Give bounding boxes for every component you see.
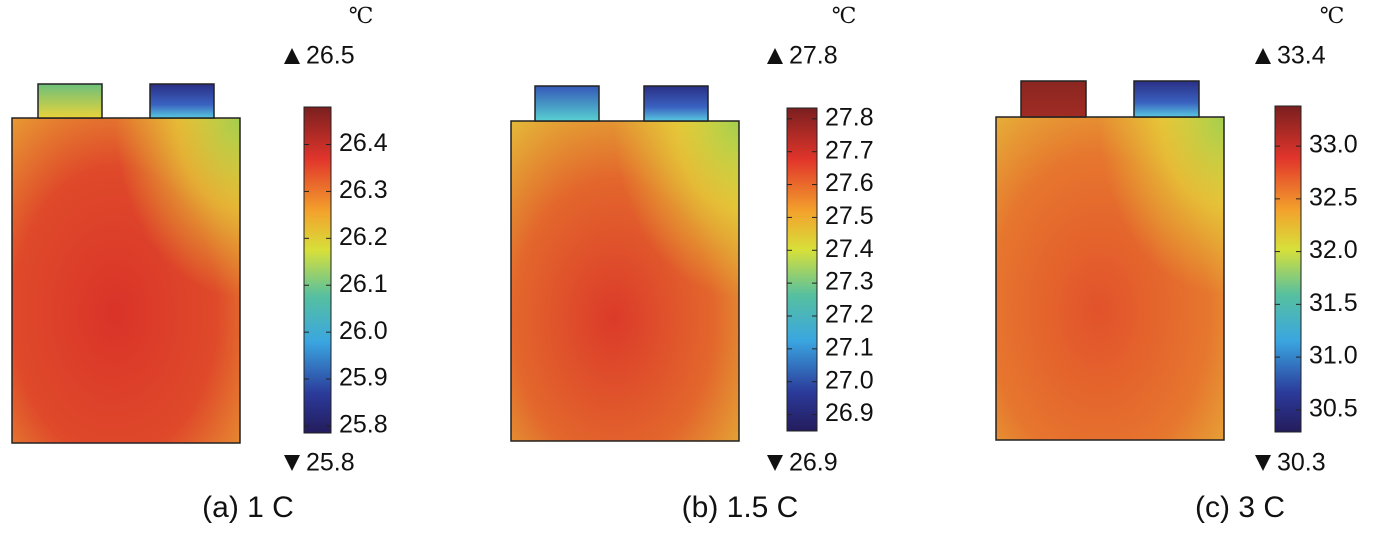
tab-left: [534, 85, 600, 122]
tick-label: 26.2: [339, 223, 388, 251]
colorbar: [303, 106, 332, 434]
tick-label: 27.8: [825, 103, 874, 131]
colorbar: [786, 107, 818, 432]
unit: ℃: [1320, 4, 1345, 29]
cell-gradient: [510, 120, 740, 442]
cell-gradient: [11, 117, 241, 444]
tab-right: [149, 83, 215, 119]
tick-label: 27.0: [825, 366, 874, 394]
tick-label: 26.0: [339, 317, 388, 345]
unit: ℃: [349, 4, 374, 29]
max-marker: [767, 48, 783, 64]
tick-label: 33.0: [1309, 131, 1358, 159]
cell-gradient: [995, 116, 1225, 441]
tick-label: 25.9: [339, 364, 388, 392]
tick-label: 26.9: [825, 399, 874, 427]
tick-label: 26.3: [339, 176, 388, 204]
tick-label: 27.4: [825, 235, 874, 263]
tick-label: 32.0: [1309, 236, 1358, 264]
tick-label: 27.1: [825, 333, 874, 361]
tick-label: 27.5: [825, 202, 874, 230]
min-value: 30.3: [1277, 449, 1326, 477]
caption: (b) 1.5 C: [682, 491, 799, 524]
tab-right: [643, 85, 709, 122]
tick-label: 27.3: [825, 268, 874, 296]
caption: (a) 1 C: [202, 491, 294, 524]
min-marker: [1255, 455, 1271, 471]
tick-label: 27.6: [825, 169, 874, 197]
tab-left: [1020, 80, 1087, 118]
max-value: 33.4: [1277, 42, 1326, 70]
tick-label: 27.2: [825, 301, 874, 329]
min-marker: [767, 455, 783, 471]
tick-label: 31.0: [1309, 342, 1358, 370]
tick-label: 31.5: [1309, 289, 1358, 317]
tick-label: 27.7: [825, 136, 874, 164]
max-marker: [284, 48, 300, 64]
tab-right: [1133, 80, 1200, 118]
tick-label: 32.5: [1309, 183, 1358, 211]
max-value: 26.5: [306, 42, 355, 70]
tick-label: 30.5: [1309, 394, 1358, 422]
caption: (c) 3 C: [1195, 491, 1285, 524]
max-marker: [1255, 48, 1271, 64]
min-value: 25.8: [306, 449, 355, 477]
unit: ℃: [832, 4, 857, 29]
max-value: 27.8: [789, 42, 838, 70]
tick-label: 26.4: [339, 129, 388, 157]
tab-left: [37, 83, 103, 119]
colorbar: [1274, 105, 1302, 433]
tick-label: 25.8: [339, 411, 388, 439]
min-marker: [284, 455, 300, 471]
min-value: 26.9: [789, 449, 838, 477]
tick-label: 26.1: [339, 270, 388, 298]
